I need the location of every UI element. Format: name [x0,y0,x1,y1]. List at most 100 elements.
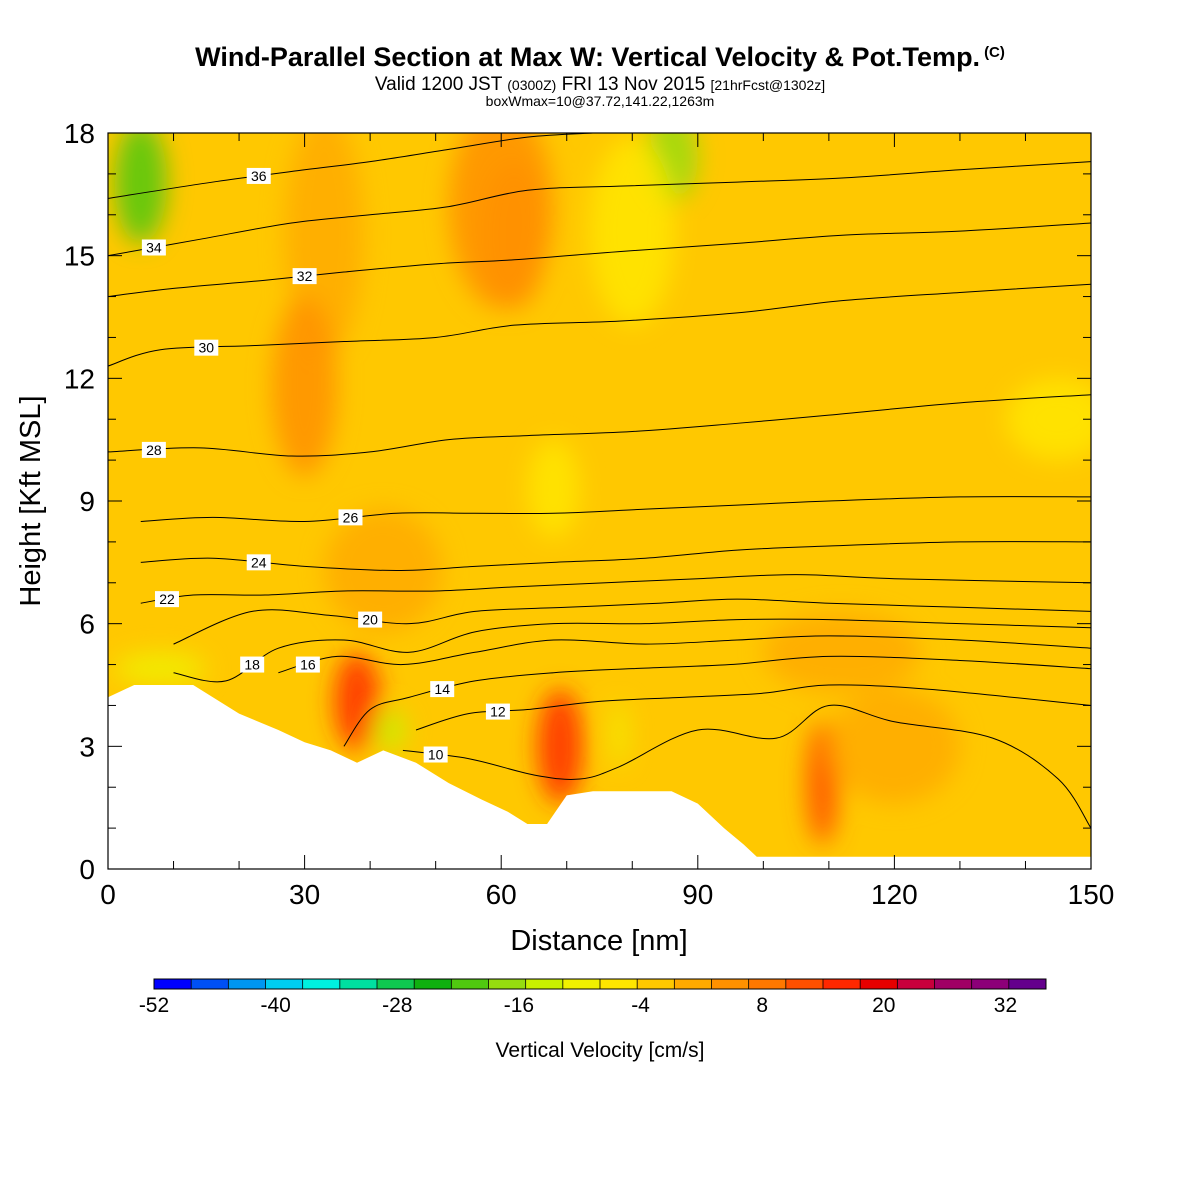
colorbar-swatch [1008,979,1047,989]
contour-label-28: 28 [141,441,166,458]
colorbar-swatch [414,979,452,989]
contour-label-10: 10 [423,746,448,763]
contour-label-18: 18 [240,656,265,673]
colorbar-swatch [451,979,489,989]
chart-title: Wind-Parallel Section at Max W: Vertical… [195,42,1005,72]
y-tick-label: 6 [79,609,95,640]
svg-text:24: 24 [251,554,267,570]
theta-contour-24 [140,541,1091,572]
velocity-cell [271,296,338,477]
velocity-cell [114,133,167,244]
colorbar: -52 -40 -28 -16 -4 8 20 32 [139,978,1047,1017]
contour-label-36: 36 [246,167,271,184]
x-tick-label: 0 [100,879,116,910]
theta-contour-34 [108,161,1091,257]
svg-text:22: 22 [159,591,175,607]
velocity-cell [373,709,407,751]
theta-contour-32 [108,222,1091,298]
colorbar-swatch [525,979,564,989]
svg-text:16: 16 [300,657,316,673]
y-tick-label: 3 [79,731,95,762]
x-tick-label: 30 [289,879,320,910]
colorbar-tick-label: 32 [994,994,1017,1017]
colorbar-tick-label: -16 [504,994,534,1017]
velocity-cell [334,652,380,751]
x-tick-label: 120 [871,879,918,910]
y-tick-label: 18 [64,118,95,149]
x-tick-label: 60 [486,879,517,910]
chart-subtitle: Valid 1200 JST (0300Z) FRI 13 Nov 2015 [… [374,74,826,95]
velocity-cell [763,611,921,694]
colorbar-tick-label: 8 [756,994,768,1017]
x-tick-label: 150 [1068,879,1115,910]
contour-label-32: 32 [292,268,317,285]
terrain [108,685,1091,869]
velocity-cell [527,439,580,538]
contour-label-30: 30 [194,339,219,356]
colorbar-swatch [228,979,266,989]
colorbar-swatch [562,979,601,989]
theta-contour-14 [343,655,1091,747]
contour-label-20: 20 [358,611,383,628]
x-axis: 0 30 60 90 120 150 [100,133,1114,910]
contour-label-12: 12 [485,703,510,720]
contour-label-14: 14 [430,681,455,698]
svg-text:34: 34 [146,239,162,255]
colorbar-swatch [265,979,304,989]
velocity-cell [481,161,548,309]
contour-label-16: 16 [295,656,320,673]
svg-text:36: 36 [251,168,267,184]
velocity-cell [611,701,628,767]
svg-text:28: 28 [146,442,162,458]
theta-contour-16 [278,635,1091,674]
theta-contour-28 [108,394,1091,457]
colorbar-swatch [488,979,527,989]
contour-label-22: 22 [154,591,179,608]
svg-text:18: 18 [244,657,260,673]
theta-contour-20 [173,598,1091,645]
colorbar-swatch [711,979,750,989]
colorbar-swatch [860,979,898,989]
contour-label-26: 26 [338,509,363,526]
x-tick-label: 90 [682,879,713,910]
colorbar-tick-label: 20 [872,994,895,1017]
colorbar-swatch [971,979,1010,989]
y-tick-label: 15 [64,241,95,272]
velocity-cell [828,689,960,804]
theta-contour-36 [108,133,593,199]
chart-box-info: boxWmax=10@37.72,141.22,1263m [485,93,715,109]
svg-text:26: 26 [343,509,359,525]
y-tick-label: 9 [79,486,95,517]
y-tick-label: 0 [79,854,95,885]
x-axis-label: Distance [nm] [510,925,687,957]
colorbar-label: Vertical Velocity [cm/s] [496,1039,705,1062]
theta-contour-10 [402,704,1091,829]
colorbar-swatch [934,979,973,989]
colorbar-tick-label: -52 [139,994,169,1017]
velocity-cell [114,652,207,686]
colorbar-swatch [154,979,192,989]
colorbar-tick-label: -4 [631,994,650,1017]
colorbar-swatch [748,979,787,989]
colorbar-swatch [823,979,861,989]
colorbar-swatch [897,979,935,989]
velocity-cell [589,137,675,326]
colorbar-swatch [637,979,675,989]
contour-label-24: 24 [246,554,271,571]
colorbar-swatch [600,979,638,989]
velocity-cell [537,689,584,804]
svg-text:20: 20 [362,612,378,628]
contour-labels: 10 12 14 16 18 20 22 24 26 28 30 32 34 36 [141,167,510,763]
theta-contour-22 [140,574,1091,604]
colorbar-swatch [191,979,229,989]
colorbar-swatch [785,979,824,989]
svg-text:10: 10 [428,747,444,763]
colorbar-tick-label: -40 [260,994,290,1017]
y-axis-label: Height [Kft MSL] [15,395,47,606]
colorbar-swatch [339,979,378,989]
svg-text:14: 14 [434,681,450,697]
svg-text:32: 32 [297,268,313,284]
y-tick-label: 12 [64,363,95,394]
